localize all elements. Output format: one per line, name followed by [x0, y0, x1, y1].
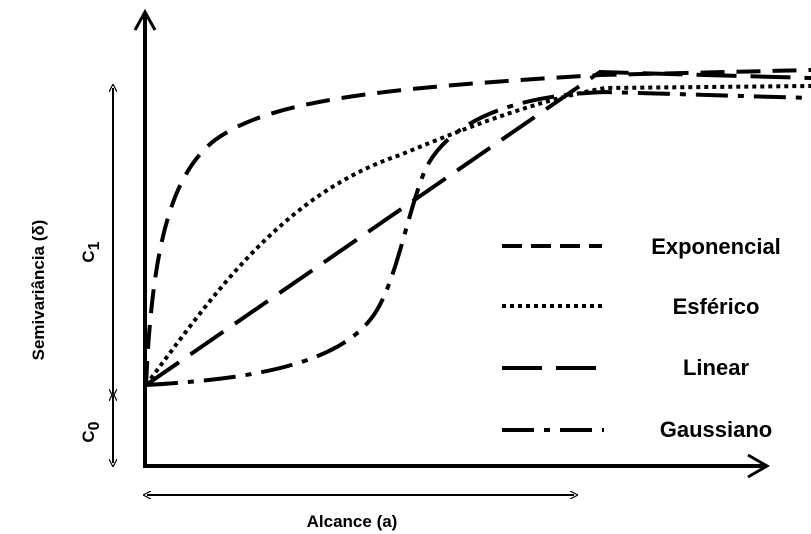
axes — [133, 8, 770, 479]
c1-letter: C — [79, 250, 98, 262]
c0-letter: C — [79, 430, 98, 442]
x-axis-title: Alcance (a) — [307, 512, 398, 531]
series-gaussiano-line — [145, 89, 811, 387]
y-axis-title: Semivariância (δ) — [29, 220, 48, 361]
y-axis-arrowhead — [133, 8, 157, 31]
legend-label-exponencial: Exponencial — [651, 234, 781, 259]
legend-item-esferico: Esférico — [502, 294, 759, 319]
legend-label-esferico: Esférico — [673, 294, 760, 319]
c1-label: C1 — [79, 241, 103, 262]
series-linear-line — [144, 69, 811, 387]
legend: Exponencial Esférico Linear Gaussiano — [502, 234, 781, 442]
c1-subscript: 1 — [86, 241, 103, 250]
legend-label-gaussiano: Gaussiano — [660, 417, 772, 442]
c0-subscript: 0 — [86, 421, 103, 430]
x-axis-arrowhead — [747, 453, 770, 479]
legend-label-linear: Linear — [683, 355, 749, 380]
legend-item-exponencial: Exponencial — [502, 234, 781, 259]
legend-item-linear: Linear — [502, 355, 749, 380]
series-exponencial-line — [144, 68, 811, 386]
series-esferico-line — [144, 84, 811, 387]
legend-item-gaussiano: Gaussiano — [502, 417, 772, 442]
c0-label: C0 — [79, 421, 103, 442]
series-curves — [144, 68, 811, 387]
dimension-arrows — [113, 88, 574, 495]
